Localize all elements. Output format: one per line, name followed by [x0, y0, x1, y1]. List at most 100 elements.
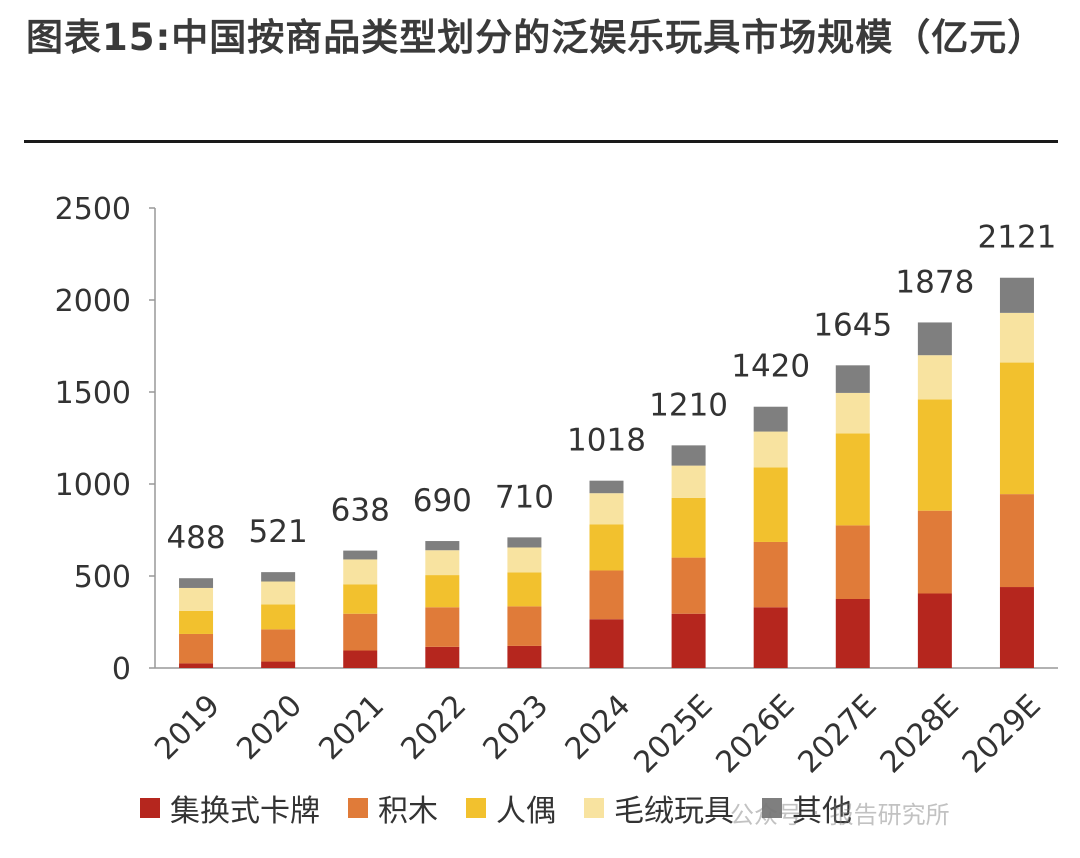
bar-segment	[753, 431, 788, 468]
y-tick-label: 2500	[55, 192, 131, 227]
legend-label: 其他	[792, 794, 852, 829]
bar-total-label: 710	[495, 479, 554, 515]
x-tick-label: 2022	[395, 688, 474, 767]
y-tick-label: 2000	[55, 284, 131, 319]
bar-segment	[425, 646, 460, 668]
legend-label: 人偶	[496, 794, 556, 829]
title-divider	[24, 140, 1058, 143]
legend-swatch	[140, 798, 160, 818]
bar-total-label: 488	[166, 520, 225, 556]
bar-total-label: 690	[413, 483, 472, 519]
bar-segment	[261, 629, 296, 662]
bar-segment	[343, 550, 378, 560]
bar-segment	[753, 541, 788, 608]
bar-segment	[753, 406, 788, 432]
bar-segment	[917, 399, 952, 511]
bar-segment	[507, 547, 542, 573]
bar-segment	[343, 559, 378, 585]
x-tick-label: 2024	[559, 688, 638, 767]
chart-legend: 集换式卡牌 积木 人偶 毛绒玩具 其他	[140, 786, 880, 830]
bar-segment	[589, 570, 624, 620]
bar-segment	[671, 613, 706, 668]
legend-swatch	[348, 798, 368, 818]
watermark-brand: 公众号	[730, 801, 802, 829]
bar-segment	[507, 537, 542, 548]
bar-segment	[999, 312, 1034, 363]
bar-segment	[425, 575, 460, 608]
bar-segment	[835, 392, 870, 434]
bar-total-label: 1018	[567, 423, 646, 459]
legend-label: 集换式卡牌	[170, 794, 320, 829]
bar-segment	[507, 645, 542, 668]
watermark-name: 报告研究所	[829, 801, 950, 829]
bar-segment	[425, 541, 460, 551]
chart-title: 图表15:中国按商品类型划分的泛娱乐玩具市场规模（亿元）	[26, 16, 1046, 59]
x-tick-label: 2019	[148, 688, 227, 767]
legend-swatch	[584, 798, 604, 818]
stacked-bar-chart: 0 500 1000 1500 2000 2500 488 2019 521 2020 638 202…	[55, 192, 1058, 780]
bar-segment	[179, 633, 214, 664]
legend-item: 其他	[762, 786, 852, 830]
bar-segment	[753, 607, 788, 668]
bar-segment	[343, 650, 378, 668]
legend-label: 毛绒玩具	[614, 794, 734, 829]
bar-segment	[261, 572, 296, 582]
x-tick-label: 2021	[312, 688, 391, 767]
x-tick-label: 2025E	[627, 688, 719, 780]
legend-label: 积木	[378, 794, 438, 829]
bar-segment	[671, 557, 706, 614]
bar-segment	[999, 362, 1034, 495]
bar-segment	[589, 619, 624, 668]
bar-segment	[671, 445, 706, 466]
bar-total-label: 521	[249, 514, 308, 550]
bar-segment	[917, 322, 952, 356]
legend-item: 集换式卡牌	[140, 786, 320, 830]
bar-segment	[589, 493, 624, 525]
y-tick-label: 1500	[55, 376, 131, 411]
x-tick-label: 2023	[477, 688, 556, 767]
legend-item: 积木	[348, 786, 438, 830]
y-tick-label: 500	[74, 560, 131, 595]
bar-segment	[835, 599, 870, 668]
bar-segment	[261, 661, 296, 668]
bar-segment	[425, 550, 460, 576]
y-tick-label: 1000	[55, 468, 131, 503]
bar-segment	[671, 465, 706, 498]
bar-total-label: 2121	[978, 220, 1057, 256]
bar-total-label: 638	[331, 493, 390, 529]
bar-segment	[835, 365, 870, 393]
legend-item: 毛绒玩具	[584, 786, 734, 830]
bar-segment	[261, 581, 296, 605]
legend-swatch	[466, 798, 486, 818]
bar-segment	[179, 610, 214, 634]
x-tick-label: 2026E	[709, 688, 801, 780]
x-tick-label: 2028E	[874, 688, 966, 780]
bar-total-label: 1420	[731, 349, 810, 385]
bar-segment	[999, 587, 1034, 668]
watermark-separator: ·	[812, 798, 820, 827]
bar-total-label: 1878	[895, 264, 974, 300]
bar-segment	[179, 587, 214, 611]
x-tick-label: 2029E	[956, 688, 1048, 780]
bar-segment	[917, 355, 952, 400]
y-tick-label: 0	[112, 652, 131, 687]
watermark: 公众号 · 报告研究所	[730, 795, 950, 830]
bar-segment	[835, 525, 870, 599]
bar-segment	[671, 497, 706, 558]
bar-total-label: 1645	[813, 307, 892, 343]
bar-segment	[999, 494, 1034, 588]
bar-segment	[179, 578, 214, 588]
bar-segment	[507, 572, 542, 607]
x-tick-label: 2020	[230, 688, 309, 767]
bar-segment	[999, 277, 1034, 313]
x-tick-label: 2027E	[792, 688, 884, 780]
bar-segment	[917, 593, 952, 668]
bar-segment	[343, 613, 378, 651]
bar-segment	[589, 524, 624, 571]
bar-segment	[507, 606, 542, 646]
bar-segment	[917, 510, 952, 594]
bar-segment	[835, 433, 870, 526]
bar-segment	[753, 467, 788, 542]
bar-segment	[179, 663, 214, 668]
bar-segment	[343, 584, 378, 614]
